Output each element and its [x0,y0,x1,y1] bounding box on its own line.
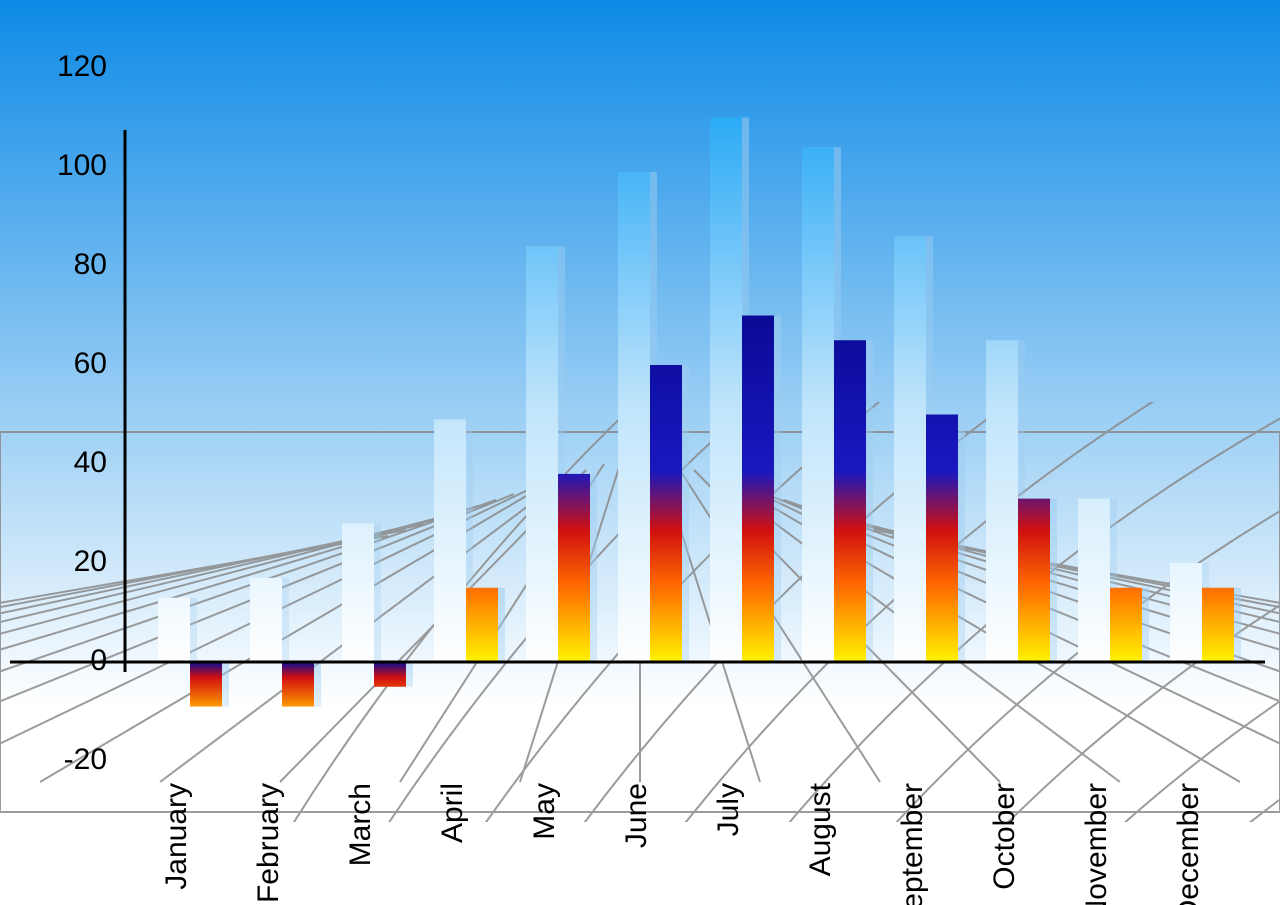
ytick-60: 60 [74,347,107,380]
bar-b-november [1110,588,1142,662]
ytick--20: -20 [64,743,107,776]
xlabel-june: June [620,783,653,848]
bar-a-july [710,118,742,663]
bar-a-march [342,523,374,662]
ytick-80: 80 [74,248,107,281]
bar-b-april [466,588,498,662]
bar-a-september [894,236,926,662]
bar-a-november [1078,499,1110,662]
xlabel-october: October [988,783,1021,890]
xlabel-july: July [712,783,745,836]
bar-a-october [986,340,1018,662]
bar-b-december [1202,588,1234,662]
xlabel-february: February [252,783,285,903]
xlabel-november: November [1080,783,1113,905]
ytick-100: 100 [57,149,107,182]
chart-stage: -20 0 20 40 60 80 100 120 January February March Ap… [0,0,1280,905]
bar-a-december [1170,563,1202,662]
bar-a-january [158,598,190,662]
bar-b-may [558,474,590,662]
xlabel-april: April [436,783,469,843]
xlabel-september: September [896,783,929,905]
ytick-120: 120 [57,50,107,83]
bar-b-august [834,340,866,662]
xlabel-january: January [160,783,193,890]
ytick-0: 0 [90,644,107,677]
xlabel-march: March [344,783,377,866]
xlabel-august: August [804,782,837,876]
xlabel-may: May [528,783,561,840]
bar-b-october [1018,499,1050,662]
bar-a-june [618,172,650,662]
bar-b-february [282,662,314,707]
bar-a-february [250,578,282,662]
bar-b-june [650,365,682,662]
ytick-20: 20 [74,545,107,578]
ytick-40: 40 [74,446,107,479]
bar-b-september [926,415,958,663]
xlabel-december: December [1172,783,1205,905]
bar-a-april [434,419,466,662]
bar-b-march [374,662,406,687]
bar-a-may [526,246,558,662]
bar-b-january [190,662,222,707]
bar-a-august [802,147,834,662]
bar-b-july [742,316,774,663]
